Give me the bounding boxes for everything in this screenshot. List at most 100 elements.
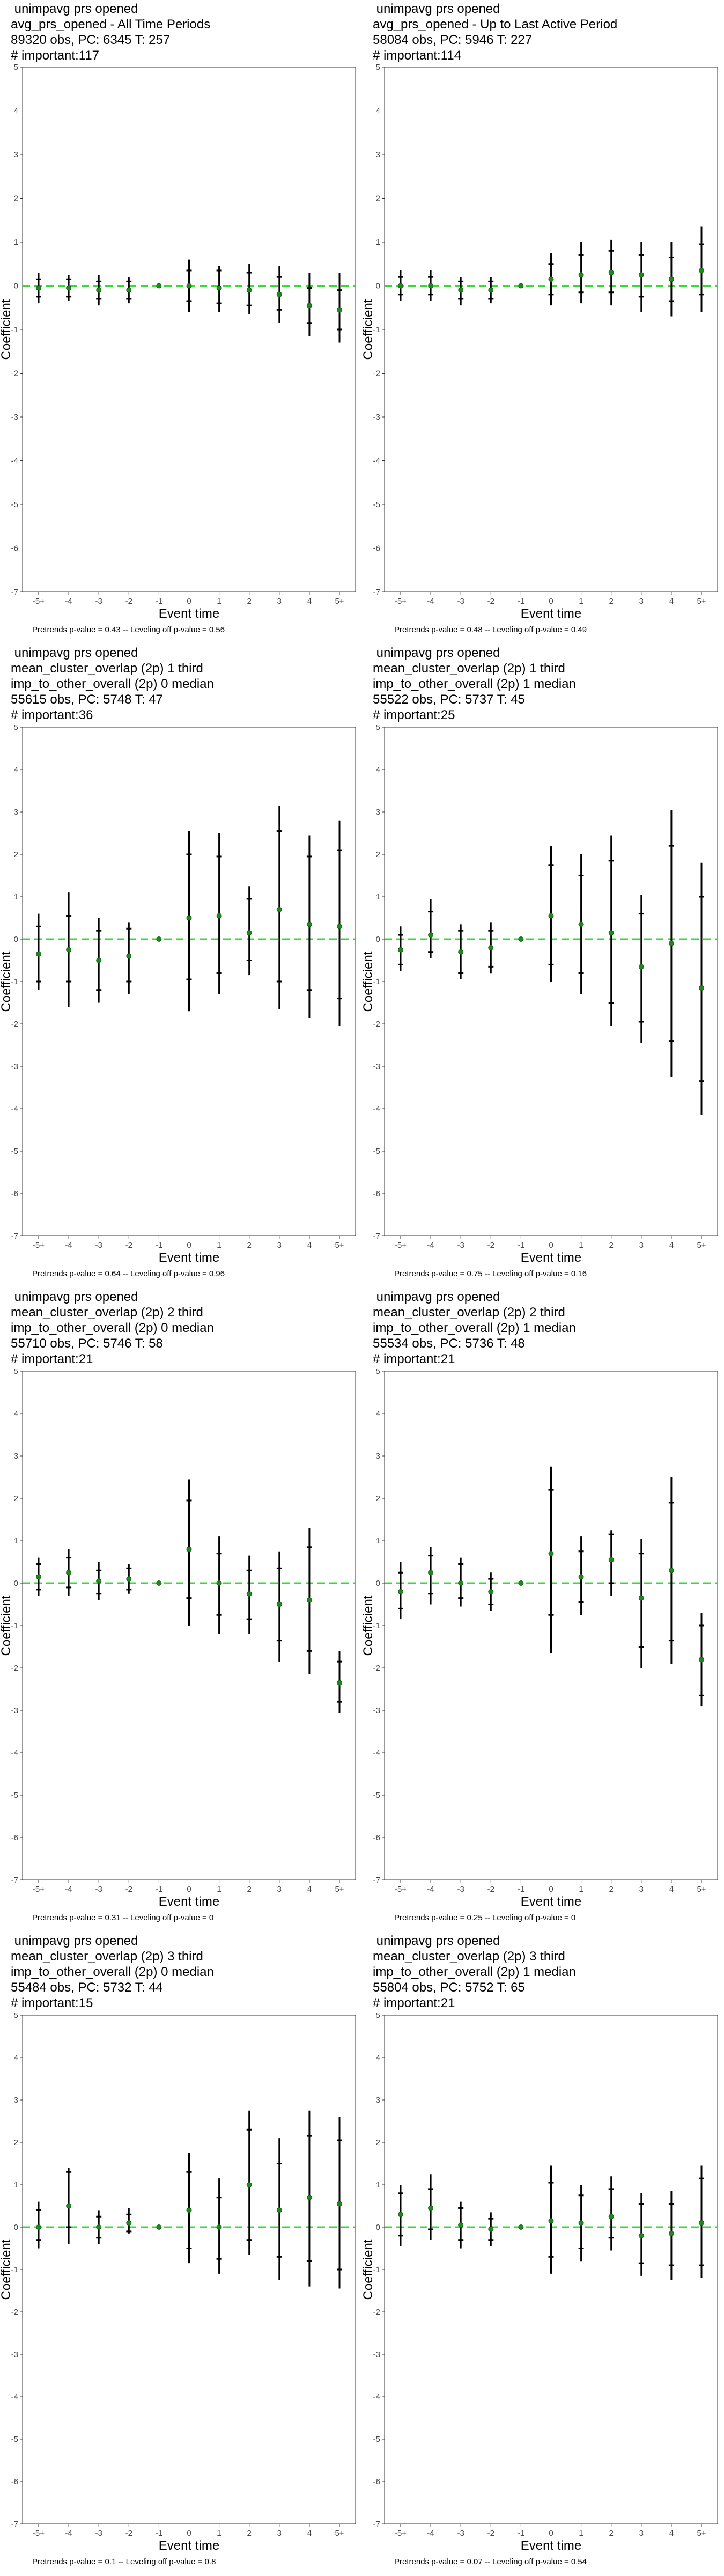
y-tick-label: -3	[11, 413, 18, 422]
x-tick-label: -5+	[395, 597, 407, 606]
estimate-point	[276, 291, 282, 297]
x-tick-label: -5+	[33, 597, 45, 606]
y-tick-label: 0	[376, 282, 380, 291]
y-tick-label: -5	[11, 500, 18, 509]
chart-title-line: unimpavg prs opened	[373, 1934, 500, 1948]
x-tick-label: -1	[156, 1885, 162, 1894]
x-tick-label: 3	[639, 1885, 644, 1894]
chart-title-line: # important:21	[373, 1996, 455, 2010]
x-tick-label: -1	[156, 1241, 162, 1250]
y-tick-label: -7	[373, 1232, 380, 1241]
estimate-point	[306, 921, 312, 927]
y-tick-label: -2	[11, 369, 18, 378]
y-tick-label: -4	[373, 457, 380, 466]
y-tick-label: 2	[14, 2138, 18, 2147]
y-tick-label: -5	[373, 500, 380, 509]
estimate-point	[638, 272, 644, 278]
chart-panel-6: unimpavg prs opened mean_cluster_overlap …	[361, 1288, 724, 1932]
chart-title-line: unimpavg prs opened	[11, 1290, 138, 1304]
x-tick-label: 3	[639, 2529, 644, 2538]
y-tick-label: -2	[373, 2308, 380, 2317]
x-tick-label: -2	[487, 597, 494, 606]
estimate-point	[246, 2182, 252, 2187]
y-tick-label: 1	[14, 1536, 18, 1546]
y-axis-label: Coefficient	[0, 2239, 13, 2300]
y-tick-label: 4	[14, 107, 18, 116]
chart-title: unimpavg prs opened avg_prs_opened - Up t…	[373, 1, 617, 63]
chart-title-line: avg_prs_opened - Up to Last Active Perio…	[373, 17, 618, 32]
x-tick-label: 3	[277, 2529, 282, 2538]
estimate-point	[36, 2224, 41, 2230]
x-axis-label: Event time	[520, 606, 582, 621]
y-tick-label: -4	[373, 2392, 380, 2402]
chart-title-line: # important:25	[373, 708, 455, 722]
x-tick-label: -4	[65, 1885, 72, 1894]
estimate-point	[488, 1589, 494, 1594]
chart-panel-4: unimpavg prs opened mean_cluster_overlap …	[361, 644, 724, 1288]
chart-svg: 5 4 3 2 1 0 -1 -2 -3 -4 -5 -6 -7 -5+ -4 -3 -2 -1 0 1 2 3 4 5+	[373, 723, 718, 1250]
x-tick-label: -1	[518, 1885, 524, 1894]
estimate-point	[66, 285, 72, 291]
y-tick-label: 1	[14, 238, 18, 247]
y-tick-label: -7	[373, 1876, 380, 1885]
y-tick-label: -2	[373, 369, 380, 378]
estimate-point	[246, 287, 252, 293]
estimate-point	[126, 1576, 132, 1582]
estimate-point	[337, 2201, 342, 2207]
x-tick-label: 3	[277, 597, 282, 606]
estimate-point	[398, 947, 403, 953]
y-tick-label: 0	[376, 935, 380, 944]
y-tick-label: -3	[11, 1706, 18, 1715]
estimate-point	[699, 1657, 704, 1663]
pvalue-footer: Pretrends p-value = 0.1 -- Leveling off …	[32, 2557, 216, 2566]
chart-title-line: imp_to_other_overall (2p) 1 median	[373, 1965, 576, 1979]
y-tick-label: -4	[11, 1748, 18, 1758]
y-tick-label: 1	[376, 892, 380, 902]
estimate-point	[156, 283, 162, 289]
pvalue-footer: Pretrends p-value = 0.31 -- Leveling off…	[32, 1913, 214, 1922]
y-tick-label: -6	[373, 544, 380, 553]
x-tick-label: 4	[307, 1241, 312, 1250]
y-axis-label: Coefficient	[361, 2239, 375, 2300]
y-tick-label: 3	[14, 150, 18, 159]
x-tick-label: -2	[487, 1241, 494, 1250]
y-tick-label: -1	[11, 2265, 18, 2274]
x-axis-label: Event time	[158, 1250, 220, 1265]
y-tick-label: -4	[11, 1104, 18, 1114]
estimate-point	[548, 2218, 554, 2224]
estimate-point	[186, 283, 192, 289]
estimate-point	[668, 276, 674, 282]
y-tick-label: 1	[14, 2180, 18, 2190]
y-tick-label: 5	[376, 63, 380, 72]
chart-title: unimpavg prs opened mean_cluster_overlap …	[373, 1289, 576, 1367]
chart-svg: 5 4 3 2 1 0 -1 -2 -3 -4 -5 -6 -7 -5+ -4 -3 -2 -1 0 1 2 3 4 5+	[373, 2011, 718, 2538]
y-tick-label: 0	[14, 935, 18, 944]
estimate-point	[638, 1595, 644, 1601]
y-tick-label: -7	[11, 1876, 18, 1885]
estimate-point	[96, 2224, 102, 2230]
x-tick-label: 0	[549, 1885, 553, 1894]
estimate-point	[458, 949, 464, 955]
x-tick-label: -3	[457, 597, 464, 606]
x-tick-label: 2	[609, 597, 614, 606]
x-tick-label: 1	[579, 2529, 583, 2538]
y-tick-label: -1	[373, 2265, 380, 2274]
y-tick-label: -7	[373, 588, 380, 597]
y-tick-label: -2	[11, 2308, 18, 2317]
estimate-point	[246, 930, 252, 936]
chart-title-line: imp_to_other_overall (2p) 0 median	[11, 1965, 214, 1979]
x-tick-label: -4	[65, 597, 72, 606]
x-tick-label: -3	[95, 2529, 102, 2538]
estimate-point	[518, 1580, 524, 1586]
estimate-point	[699, 2220, 704, 2226]
chart-title-line: # important:114	[373, 48, 461, 63]
chart-title: unimpavg prs opened mean_cluster_overlap …	[373, 645, 576, 723]
estimate-point	[458, 1580, 464, 1586]
y-axis-label: Coefficient	[361, 951, 375, 1012]
estimate-point	[518, 2224, 524, 2230]
x-tick-label: 2	[609, 1885, 614, 1894]
estimate-point	[337, 1680, 342, 1686]
x-tick-label: 5+	[697, 597, 706, 606]
y-tick-label: -3	[373, 1062, 380, 1071]
y-tick-label: -1	[11, 977, 18, 986]
